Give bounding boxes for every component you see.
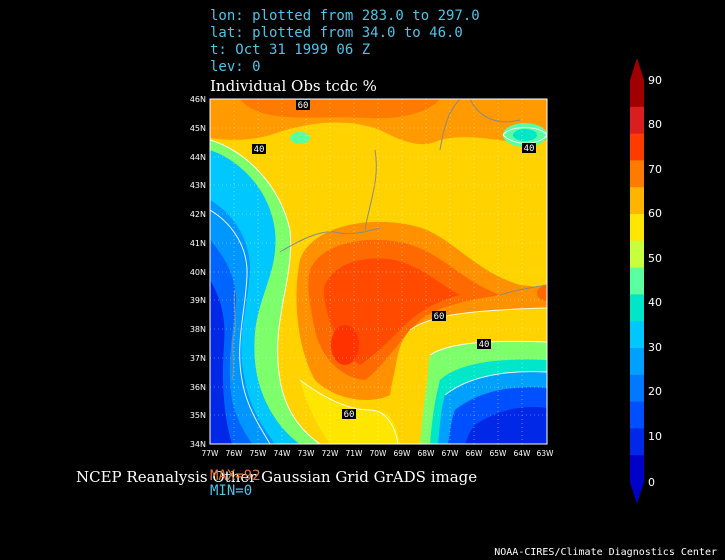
lat-label: 34N [190, 440, 206, 449]
colorbar-segment [630, 294, 644, 322]
colorbar-tick: 50 [648, 252, 662, 265]
lon-label: 66W [466, 449, 484, 458]
colorbar-tick: 60 [648, 207, 662, 220]
contour-label: 60 [344, 410, 355, 420]
map-title: Individual Obs tcdc % [210, 77, 377, 95]
colorbar-segment [630, 160, 644, 188]
lat-label: 36N [190, 383, 206, 392]
colorbar-segment [630, 80, 644, 108]
colorbar-tick: 40 [648, 296, 662, 309]
level-text: lev: 0 [210, 59, 261, 75]
colorbar-segment [630, 348, 644, 376]
lat-label: 43N [190, 181, 206, 190]
lat-label: 35N [190, 411, 206, 420]
cloud-cover-field [210, 99, 547, 444]
colorbar-segment [630, 240, 644, 269]
lat-label: 41N [190, 239, 206, 248]
colorbar-segment [630, 267, 644, 295]
contour-label: 40 [524, 144, 535, 154]
lat-label: 39N [190, 296, 206, 305]
map-frame [209, 98, 548, 445]
lon-label: 63W [537, 449, 555, 458]
lon-label: 71W [346, 449, 364, 458]
lat-label: 44N [190, 153, 206, 162]
colorbar [630, 58, 644, 504]
time-text: t: Oct 31 1999 06 Z [210, 42, 371, 58]
lat-label: 42N [190, 210, 206, 219]
colorbar-tick: 80 [648, 118, 662, 131]
lon-label: 70W [370, 449, 388, 458]
min-label: MIN=0 [210, 483, 253, 499]
colorbar-segment [630, 428, 644, 456]
colorbar-tick: 0 [648, 476, 655, 489]
colorbar-segment [630, 133, 644, 161]
map-gridlines [210, 99, 547, 444]
colorbar-segment [630, 214, 644, 242]
lat-label: 45N [190, 124, 206, 133]
colorbar-segment [630, 374, 644, 403]
colorbar-tick: 30 [648, 341, 662, 354]
lon-label: 67W [442, 449, 460, 458]
lon-label: 74W [274, 449, 292, 458]
lon-label: 64W [514, 449, 532, 458]
colorbar-top-arrow [630, 58, 644, 80]
lon-label: 75W [250, 449, 268, 458]
lon-label: 68W [418, 449, 436, 458]
lon-range-text: lon: plotted from 283.0 to 297.0 [210, 8, 480, 24]
max-label: MAX=92 [210, 468, 261, 484]
colorbar-segment [630, 455, 644, 483]
colorbar-tick: 70 [648, 163, 662, 176]
credit-text: NOAA-CIRES/Climate Diagnostics Center [494, 547, 717, 558]
colorbar-segment [630, 321, 644, 349]
colorbar-tick: 10 [648, 430, 662, 443]
lat-label: 46N [190, 95, 206, 104]
colorbar-segment [630, 187, 644, 215]
footer-caption: NCEP Reanalysis Other Gaussian Grid GrAD… [76, 468, 478, 486]
lon-label: 69W [394, 449, 412, 458]
lon-label: 76W [226, 449, 244, 458]
lat-label: 38N [190, 325, 206, 334]
lon-label: 77W [202, 449, 220, 458]
colorbar-tick: 90 [648, 74, 662, 87]
contour-label: 60 [298, 101, 309, 111]
lon-label: 72W [322, 449, 340, 458]
lon-label: 65W [490, 449, 508, 458]
lat-label: 37N [190, 354, 206, 363]
colorbar-bottom-arrow [630, 482, 644, 504]
colorbar-tick: 20 [648, 385, 662, 398]
colorbar-segment [630, 401, 644, 429]
lat-range-text: lat: plotted from 34.0 to 46.0 [210, 25, 463, 41]
contour-label: 60 [434, 312, 445, 322]
lat-label: 40N [190, 268, 206, 277]
colorbar-segment [630, 106, 644, 135]
contour-label: 40 [479, 340, 490, 350]
contour-label: 40 [254, 145, 265, 155]
lon-label: 73W [298, 449, 316, 458]
